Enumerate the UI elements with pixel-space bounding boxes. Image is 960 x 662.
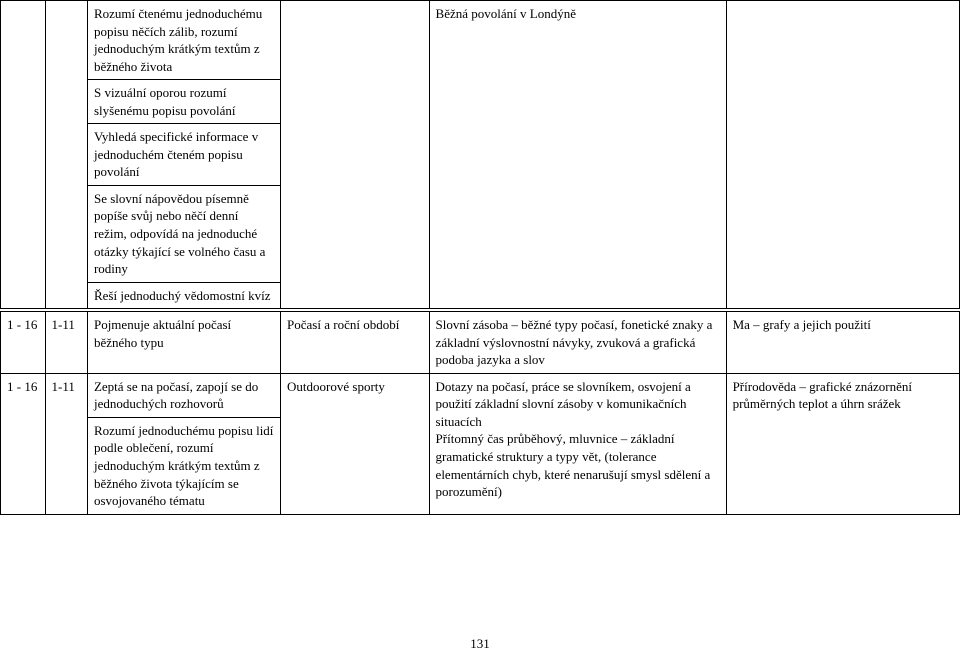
cell-c4: Počasí a roční období [281, 310, 430, 373]
cell-c4: Outdoorové sporty [281, 373, 430, 514]
c3-part: Vyhledá specifické informace v jednoduch… [88, 128, 280, 186]
cell-c2: 1-11 [45, 373, 87, 514]
c3-part: Se slovní nápovědou písemně popíše svůj … [88, 190, 280, 283]
c3-part: Řeší jednoduchý vědomostní kvíz [94, 287, 274, 305]
cell-c2 [45, 1, 87, 311]
cell-c6: Ma – grafy a jejich použití [726, 310, 959, 373]
table-row: 1 - 16 1-11 Zeptá se na počasí, zapojí s… [1, 373, 960, 514]
cell-c4 [281, 1, 430, 311]
cell-c1 [1, 1, 46, 311]
cell-c5: Slovní zásoba – běžné typy počasí, fonet… [429, 310, 726, 373]
c3-part: S vizuální oporou rozumí slyšenému popis… [88, 84, 280, 124]
c3-part: Pojmenuje aktuální počasí běžného typu [94, 316, 274, 351]
c3-part: Rozumí jednoduchému popisu lidí podle ob… [94, 422, 274, 510]
c3-part: Zeptá se na počasí, zapojí se do jednodu… [88, 378, 280, 418]
cell-c2: 1-11 [45, 310, 87, 373]
table-row: Rozumí čtenému jednoduchému popisu něčíc… [1, 1, 960, 311]
cell-c3: Zeptá se na počasí, zapojí se do jednodu… [87, 373, 280, 514]
cell-c3: Rozumí čtenému jednoduchému popisu něčíc… [87, 1, 280, 311]
curriculum-table: Rozumí čtenému jednoduchému popisu něčíc… [0, 0, 960, 515]
cell-c6: Přírodověda – grafické znázornění průměr… [726, 373, 959, 514]
cell-c1: 1 - 16 [1, 373, 46, 514]
cell-c3: Pojmenuje aktuální počasí běžného typu [87, 310, 280, 373]
cell-c6 [726, 1, 959, 311]
cell-c1: 1 - 16 [1, 310, 46, 373]
c3-part: Rozumí čtenému jednoduchému popisu něčíc… [88, 5, 280, 80]
page-number: 131 [0, 636, 960, 652]
cell-c5: Běžná povolání v Londýně [429, 1, 726, 311]
cell-c5: Dotazy na počasí, práce se slovníkem, os… [429, 373, 726, 514]
table-row: 1 - 16 1-11 Pojmenuje aktuální počasí bě… [1, 310, 960, 373]
